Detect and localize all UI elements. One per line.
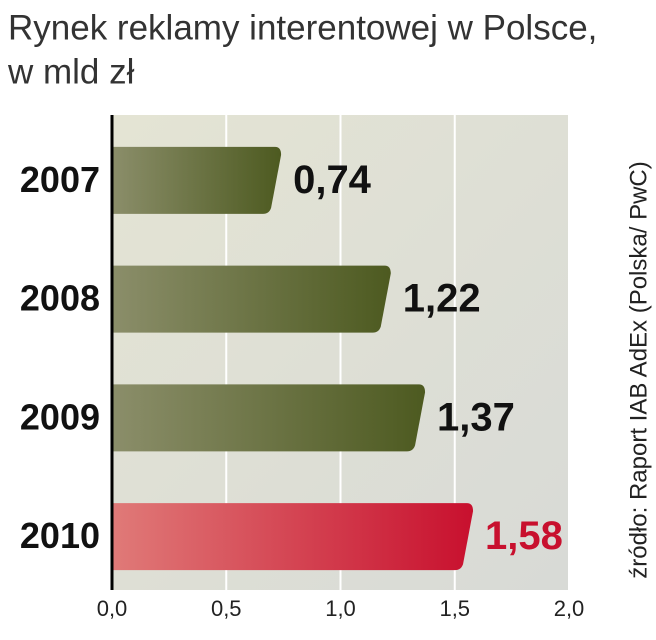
- category-label: 2009: [20, 396, 100, 437]
- bar: [112, 146, 282, 214]
- value-label: 1,22: [403, 277, 481, 321]
- value-label: 1,37: [437, 395, 515, 439]
- category-label: 2008: [20, 278, 100, 319]
- value-label: 1,58: [485, 514, 563, 558]
- chart-title: w mld zł: [7, 52, 135, 91]
- x-tick-label: 2,0: [554, 596, 585, 621]
- bar: [112, 265, 391, 333]
- x-tick-label: 0,0: [97, 596, 128, 621]
- bar: [112, 384, 426, 452]
- source: źródło: Raport IAB AdEx (Polska/ PwC): [625, 161, 652, 579]
- x-tick-label: 1,0: [325, 596, 356, 621]
- chart-title: Rynek reklamy interentowej w Polsce,: [8, 8, 597, 47]
- category-label: 2007: [20, 159, 100, 200]
- x-tick-label: 0,5: [211, 596, 242, 621]
- value-label: 0,74: [293, 158, 372, 202]
- x-tick-label: 1,5: [439, 596, 470, 621]
- category-label: 2010: [20, 515, 100, 556]
- bar: [112, 503, 474, 571]
